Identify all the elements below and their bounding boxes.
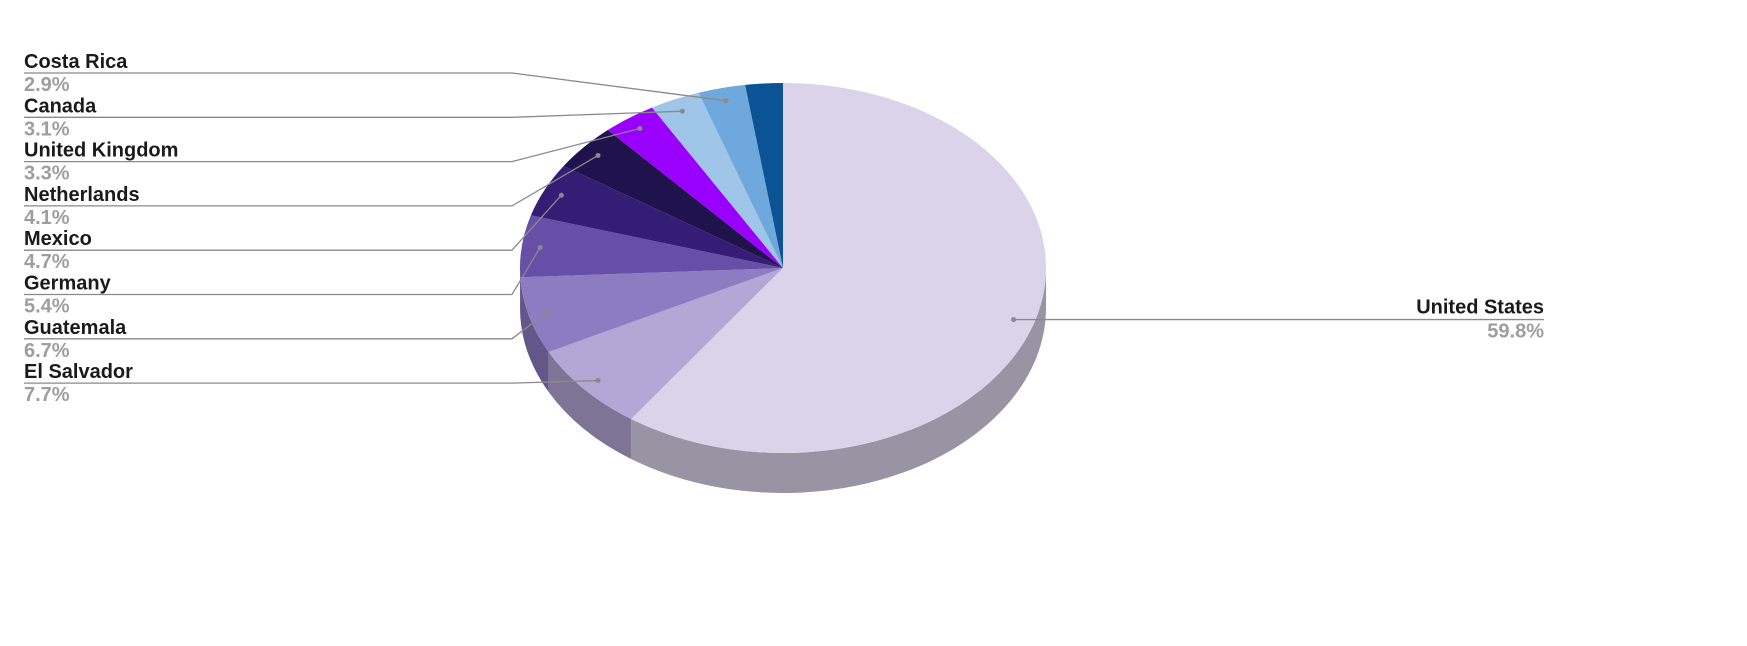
pie-slice-mexico[interactable] xyxy=(530,165,783,268)
pie-slice-unlabeled[interactable] xyxy=(745,83,783,268)
slice-percent: 3.1% xyxy=(24,118,70,140)
pie-slice-united-states[interactable] xyxy=(631,83,1046,453)
slice-name: Canada xyxy=(24,95,97,117)
leader-line xyxy=(24,127,641,163)
slice-percent: 4.7% xyxy=(24,251,70,273)
leader-line xyxy=(24,247,541,296)
slice-percent: 6.7% xyxy=(24,340,70,362)
leader-line xyxy=(24,379,599,384)
pie-slice-guatemala[interactable] xyxy=(520,268,783,352)
slice-name: Netherlands xyxy=(24,184,140,206)
pie-slice-germany[interactable] xyxy=(520,215,783,278)
leader-line xyxy=(24,194,562,251)
leader-line xyxy=(24,110,683,118)
slice-percent: 5.4% xyxy=(24,296,70,318)
pie-side-el-salvador xyxy=(548,351,632,460)
slice-name: El Salvador xyxy=(24,361,133,383)
pie-side-united-states xyxy=(631,268,1046,494)
pie-slice-netherlands[interactable] xyxy=(563,130,783,268)
slice-name: Mexico xyxy=(24,228,92,250)
leader-dot xyxy=(595,378,601,384)
pie-slice-costa-rica[interactable] xyxy=(698,84,783,268)
slice-name: Guatemala xyxy=(24,317,127,339)
slice-percent: 59.8% xyxy=(1487,321,1544,343)
pie-side-guatemala xyxy=(520,277,549,392)
leader-dot xyxy=(544,309,550,315)
leader-line xyxy=(24,311,548,340)
leader-line xyxy=(24,72,726,102)
pie-slice-united-kingdom[interactable] xyxy=(607,107,783,268)
slice-name: Costa Rica xyxy=(24,51,128,73)
slice-percent: 7.7% xyxy=(24,384,70,406)
slice-name: Germany xyxy=(24,273,112,295)
leader-dot xyxy=(558,192,564,198)
slice-name: United Kingdom xyxy=(24,140,178,162)
slice-percent: 2.9% xyxy=(24,74,70,96)
leader-line xyxy=(24,154,599,207)
pie-slice-canada[interactable] xyxy=(651,92,783,269)
slice-percent: 4.1% xyxy=(24,207,70,229)
slice-percent: 3.3% xyxy=(24,163,70,185)
slice-name: United States xyxy=(1416,297,1544,319)
leader-dot xyxy=(679,108,685,114)
leader-dot xyxy=(595,152,601,158)
leader-dot xyxy=(537,245,543,251)
leader-dot xyxy=(637,125,643,131)
pie-slice-el-salvador[interactable] xyxy=(548,268,783,420)
leader-dot xyxy=(1011,317,1017,323)
leader-dot xyxy=(723,98,729,104)
